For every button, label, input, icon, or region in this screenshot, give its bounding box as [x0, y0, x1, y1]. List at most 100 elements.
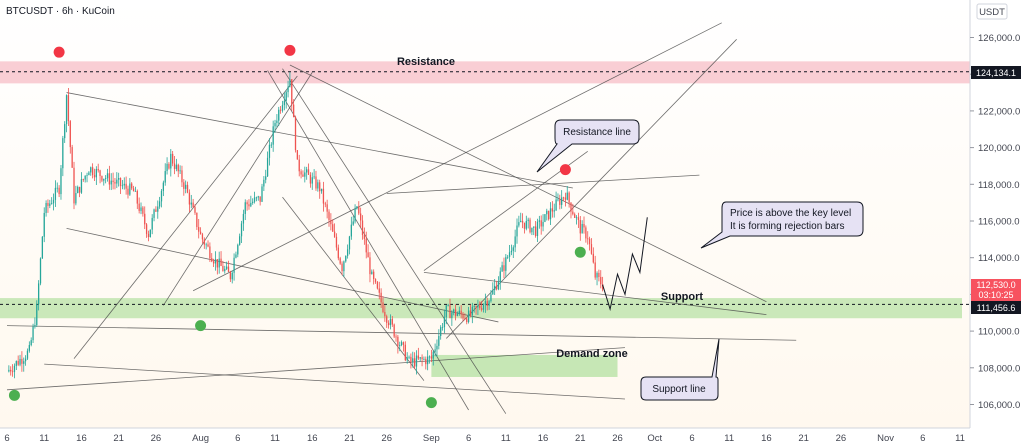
candle-body-76 — [147, 233, 150, 238]
candle-body-161 — [306, 169, 308, 173]
x-tick-3: 16 — [76, 433, 87, 444]
candle-body-149 — [283, 100, 285, 106]
candle-body-121 — [231, 272, 233, 280]
candle-body-263 — [495, 285, 498, 290]
candle-body-283 — [533, 226, 535, 228]
candle-body-317 — [596, 272, 598, 278]
candle-body-33 — [67, 95, 70, 122]
candle-body-231 — [436, 345, 438, 350]
callout-resistance-line: Resistance line — [536, 119, 640, 173]
bottom-marker-2 — [195, 320, 207, 332]
candle-body-56 — [110, 180, 112, 185]
candle-body-84 — [162, 182, 165, 191]
candle-body-187 — [354, 208, 356, 222]
candle-body-206 — [389, 318, 392, 326]
candle-body-158 — [300, 171, 302, 175]
candle-body-61 — [119, 178, 122, 186]
candle-body-194 — [367, 252, 369, 258]
candle-body-47 — [93, 174, 96, 178]
candle-body-280 — [527, 219, 529, 221]
candle-body-260 — [490, 294, 492, 302]
candle-body-210 — [397, 336, 399, 346]
bottom-marker-3 — [425, 397, 437, 409]
candle-body-234 — [441, 327, 444, 328]
x-tick-8: 11 — [270, 433, 280, 444]
candle-body-199 — [376, 282, 379, 289]
candle-body-136 — [259, 196, 261, 202]
candle-body-217 — [410, 356, 412, 362]
candle-body-79 — [153, 209, 155, 218]
candle-body-20 — [43, 212, 45, 237]
y-tick-116000: 116,000.0 — [978, 217, 1020, 228]
top-marker-3 — [559, 164, 571, 176]
candle-body-254 — [479, 305, 481, 309]
currency-badge[interactable] — [976, 3, 1008, 20]
candle-body-267 — [503, 265, 505, 271]
candle-body-153 — [291, 79, 293, 105]
candle-body-78 — [151, 217, 153, 230]
x-tick-5: 26 — [151, 433, 162, 444]
candle-body-163 — [309, 174, 312, 184]
candle-body-224 — [423, 358, 425, 360]
trendline-1 — [66, 92, 573, 189]
candle-body-242 — [456, 313, 459, 316]
candle-body-211 — [399, 345, 401, 346]
top-marker-2 — [284, 44, 296, 56]
trendline-6 — [386, 174, 700, 194]
candle-body-235 — [443, 317, 446, 328]
candle-body-133 — [253, 197, 256, 202]
support-zone — [0, 298, 962, 319]
candle-body-274 — [516, 225, 518, 237]
candle-body-167 — [317, 182, 319, 189]
candle-body-94 — [181, 170, 183, 183]
candle-body-171 — [324, 203, 326, 205]
candle-body-49 — [97, 168, 99, 171]
candle-body-43 — [86, 175, 88, 176]
candle-body-22 — [47, 202, 49, 206]
price-axis[interactable]: USDT 106,000.0108,000.0110,000.0112,000.… — [969, 0, 1024, 448]
candle-body-48 — [95, 168, 97, 178]
candle-body-216 — [408, 356, 410, 358]
candle-body-106 — [203, 239, 205, 245]
callout-price-note-line2: It is forming rejection bars — [730, 221, 845, 232]
candle-body-251 — [473, 306, 475, 307]
candle-body-201 — [380, 292, 382, 303]
candle-body-159 — [302, 174, 304, 177]
candle-body-13 — [30, 340, 32, 346]
candle-body-102 — [196, 212, 198, 228]
x-tick-21: 16 — [761, 433, 772, 444]
candle-body-313 — [588, 238, 591, 245]
trendline-7 — [423, 271, 767, 315]
candle-body-155 — [294, 117, 297, 151]
candle-body-89 — [172, 153, 174, 164]
trendline-10 — [282, 68, 507, 414]
candle-body-229 — [432, 351, 434, 359]
candle-body-212 — [400, 342, 403, 346]
candle-body-26 — [54, 187, 57, 200]
candle-body-172 — [326, 204, 328, 212]
candle-body-312 — [587, 238, 589, 240]
candle-body-88 — [170, 153, 172, 169]
time-axis[interactable]: 6 11 16 21 26 Aug 6 11 16 21 26 Sep 6 11 16 21 26 Oct 6 11 1… — [0, 427, 1024, 448]
candle-body-18 — [39, 258, 42, 284]
candle-body-123 — [235, 254, 237, 258]
candle-body-126 — [240, 223, 243, 237]
candle-body-35 — [71, 147, 73, 168]
candle-body-152 — [289, 79, 291, 87]
callout-price-note-shape — [700, 201, 864, 249]
candle-body-314 — [590, 244, 593, 254]
candle-body-53 — [104, 178, 107, 179]
x-tick-6: Aug — [192, 433, 209, 444]
candle-body-316 — [594, 262, 596, 278]
candle-body-105 — [201, 234, 204, 240]
candle-body-270 — [508, 252, 511, 257]
candle-body-60 — [118, 178, 120, 180]
candle-body-275 — [518, 222, 520, 226]
candle-body-284 — [534, 226, 537, 236]
candle-body-245 — [462, 314, 464, 319]
candle-body-204 — [386, 316, 388, 323]
candle-body-290 — [546, 210, 548, 215]
candle-body-311 — [585, 227, 587, 239]
candle-body-15 — [34, 325, 36, 327]
